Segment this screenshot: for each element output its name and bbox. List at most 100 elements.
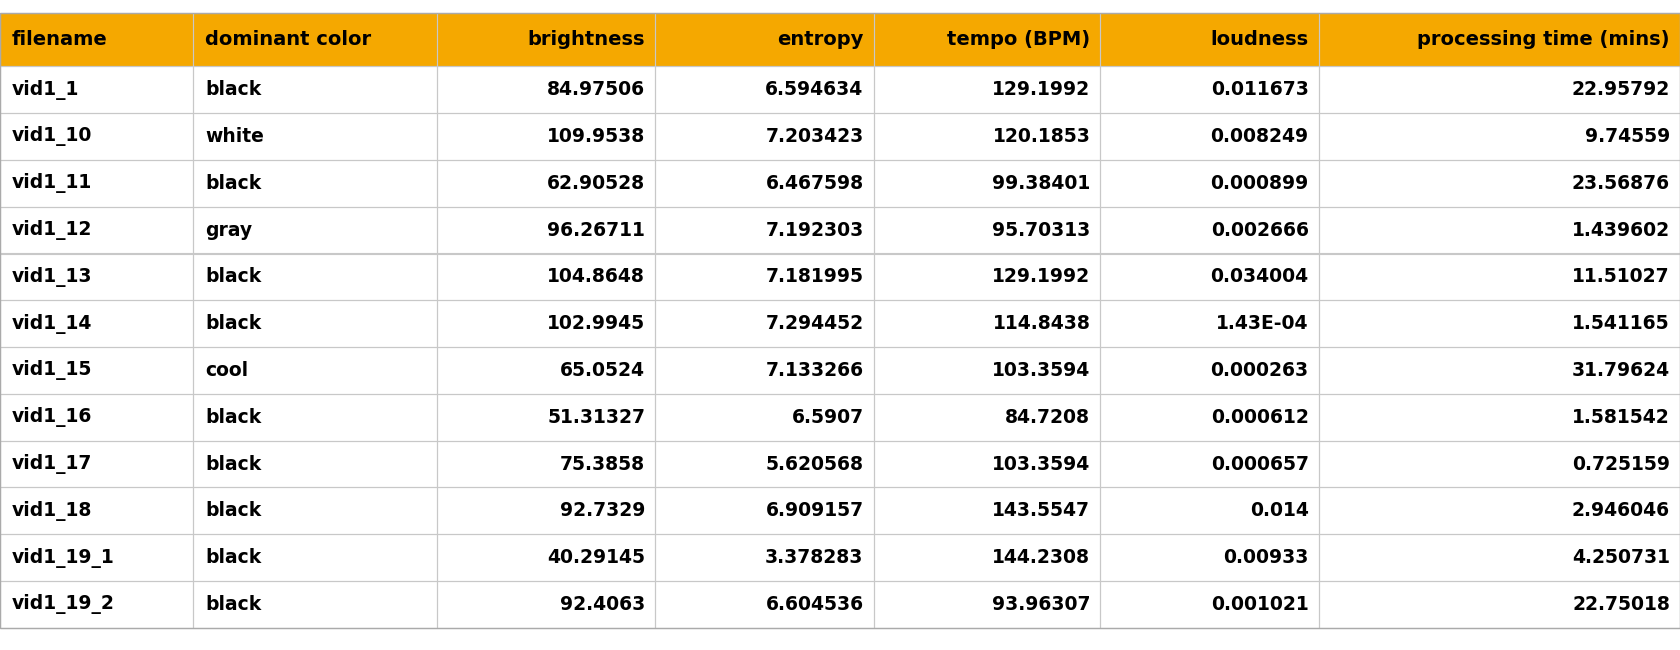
Text: 1.43E-04: 1.43E-04 (1216, 314, 1309, 333)
Bar (193, 207, 437, 254)
Bar (193, 13, 437, 66)
Bar (1319, 160, 1680, 207)
Text: 104.8648: 104.8648 (548, 267, 645, 287)
Bar (437, 534, 655, 581)
Text: 7.203423: 7.203423 (766, 127, 864, 146)
Text: 7.294452: 7.294452 (766, 314, 864, 333)
Text: 51.31327: 51.31327 (548, 408, 645, 427)
Bar (874, 254, 1100, 300)
Text: 103.3594: 103.3594 (993, 361, 1090, 380)
Bar (655, 13, 874, 66)
Bar (1319, 581, 1680, 628)
Bar (655, 488, 874, 534)
Bar (193, 534, 437, 581)
Text: 0.002666: 0.002666 (1211, 220, 1309, 240)
Bar (1100, 534, 1319, 581)
Bar (193, 581, 437, 628)
Bar (1319, 488, 1680, 534)
Bar (655, 347, 874, 394)
Bar (437, 300, 655, 347)
Bar (1100, 13, 1319, 66)
Text: 0.000612: 0.000612 (1211, 408, 1309, 427)
Text: 0.008249: 0.008249 (1211, 127, 1309, 146)
Bar (655, 113, 874, 160)
Bar (1100, 581, 1319, 628)
Text: 40.29145: 40.29145 (548, 548, 645, 567)
Bar (193, 207, 437, 254)
Bar (1100, 207, 1319, 254)
Bar (655, 66, 874, 113)
Bar (1319, 300, 1680, 347)
Bar (874, 534, 1100, 581)
Bar (874, 13, 1100, 66)
Text: 6.909157: 6.909157 (766, 501, 864, 521)
Bar (0, 488, 193, 534)
Text: vid1_17: vid1_17 (12, 454, 92, 474)
Text: 93.96307: 93.96307 (991, 595, 1090, 614)
Text: 99.38401: 99.38401 (993, 174, 1090, 193)
Bar (0, 534, 193, 581)
Bar (437, 207, 655, 254)
Bar (193, 394, 437, 441)
Bar (437, 113, 655, 160)
Text: 2.946046: 2.946046 (1572, 501, 1670, 521)
Text: 114.8438: 114.8438 (993, 314, 1090, 333)
Bar (1100, 534, 1319, 581)
Bar (1319, 13, 1680, 66)
Text: 0.000657: 0.000657 (1211, 454, 1309, 474)
Bar (193, 160, 437, 207)
Text: vid1_19_1: vid1_19_1 (12, 548, 114, 567)
Bar (437, 13, 655, 66)
Bar (874, 488, 1100, 534)
Text: 22.75018: 22.75018 (1572, 595, 1670, 614)
Bar (1319, 581, 1680, 628)
Bar (655, 488, 874, 534)
Text: 0.000899: 0.000899 (1211, 174, 1309, 193)
Bar (1319, 347, 1680, 394)
Text: black: black (205, 408, 260, 427)
Text: 0.000263: 0.000263 (1211, 361, 1309, 380)
Bar (0, 254, 193, 300)
Text: 144.2308: 144.2308 (993, 548, 1090, 567)
Bar (874, 207, 1100, 254)
Text: 1.439602: 1.439602 (1572, 220, 1670, 240)
Bar (655, 300, 874, 347)
Text: 3.378283: 3.378283 (764, 548, 864, 567)
Text: 11.51027: 11.51027 (1572, 267, 1670, 287)
Bar (0, 207, 193, 254)
Bar (437, 160, 655, 207)
Bar (0, 347, 193, 394)
Bar (0, 488, 193, 534)
Text: dominant color: dominant color (205, 30, 371, 49)
Text: 6.5907: 6.5907 (791, 408, 864, 427)
Text: 84.7208: 84.7208 (1005, 408, 1090, 427)
Bar (1319, 347, 1680, 394)
Text: brightness: brightness (528, 30, 645, 49)
Bar (1100, 488, 1319, 534)
Bar (0, 66, 193, 113)
Bar (0, 534, 193, 581)
Text: 103.3594: 103.3594 (993, 454, 1090, 474)
Bar (1100, 66, 1319, 113)
Bar (193, 66, 437, 113)
Bar (0, 581, 193, 628)
Bar (437, 13, 655, 66)
Text: 1.581542: 1.581542 (1572, 408, 1670, 427)
Bar (437, 534, 655, 581)
Text: 62.90528: 62.90528 (548, 174, 645, 193)
Text: vid1_15: vid1_15 (12, 361, 92, 380)
Bar (874, 13, 1100, 66)
Bar (437, 441, 655, 488)
Bar (1100, 300, 1319, 347)
Bar (655, 441, 874, 488)
Text: vid1_11: vid1_11 (12, 174, 92, 193)
Bar (193, 347, 437, 394)
Bar (1319, 66, 1680, 113)
Bar (874, 113, 1100, 160)
Bar (1100, 441, 1319, 488)
Text: 0.011673: 0.011673 (1211, 80, 1309, 99)
Bar (655, 160, 874, 207)
Bar (0, 13, 193, 66)
Bar (874, 300, 1100, 347)
Bar (655, 207, 874, 254)
